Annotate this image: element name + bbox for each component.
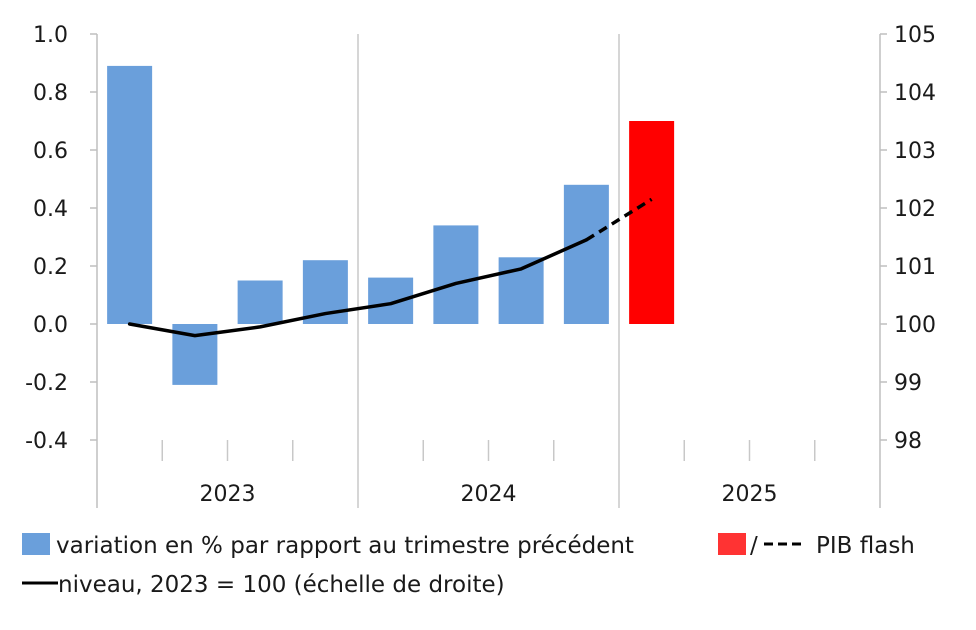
left-axis-tick-label: 0.6 (33, 139, 68, 164)
legend-swatch-flash (718, 533, 746, 555)
bar (629, 121, 675, 324)
bar (237, 280, 283, 324)
legend-label-niveau: niveau, 2023 = 100 (échelle de droite) (58, 572, 505, 598)
bars (107, 65, 675, 385)
right-axis-tick-label: 102 (894, 197, 936, 222)
axes (90, 33, 887, 508)
right-axis-tick-label: 98 (894, 429, 922, 454)
bar (433, 225, 479, 324)
x-axis-tick-label: 2024 (461, 482, 517, 507)
series-line-flash (585, 197, 653, 242)
right-axis-tick-label: 103 (894, 139, 936, 164)
bar (107, 65, 153, 325)
plot-grid (357, 34, 620, 508)
x-axis-tick-label: 2025 (722, 482, 778, 507)
left-axis-tick-label: 0.4 (33, 197, 68, 222)
legend-swatch-variation (22, 533, 50, 555)
x-axis-tick-labels: 2023 2024 2025 (200, 482, 778, 507)
legend: variation en % par rapport au trimestre … (22, 533, 915, 598)
left-axis-tick-label: -0.4 (25, 429, 68, 454)
left-axis-tick-label: -0.2 (25, 371, 68, 396)
right-axis-tick-label: 99 (894, 371, 922, 396)
x-axis-tick-label: 2023 (200, 482, 256, 507)
legend-separator: / (750, 533, 758, 559)
bar (368, 277, 414, 324)
right-axis-tick-label: 100 (894, 313, 936, 338)
left-axis-tick-label: 1.0 (33, 23, 68, 48)
lines (127, 197, 653, 338)
right-axis-tick-labels: 98 99 100 101 102 103 104 105 (894, 23, 936, 454)
right-axis-tick-label: 105 (894, 23, 936, 48)
left-axis-tick-labels: -0.4 -0.2 0.0 0.2 0.4 0.6 0.8 1.0 (25, 23, 68, 454)
right-axis-tick-label: 104 (894, 81, 936, 106)
legend-label-variation: variation en % par rapport au trimestre … (56, 533, 634, 559)
series-line-niveau (127, 238, 589, 338)
legend-label-flash: PIB flash (816, 533, 915, 559)
left-axis-tick-label: 0.2 (33, 255, 68, 280)
bar (563, 184, 609, 324)
left-axis-tick-label: 0.8 (33, 81, 68, 106)
right-axis-tick-label: 101 (894, 255, 936, 280)
left-axis-tick-label: 0.0 (33, 313, 68, 338)
